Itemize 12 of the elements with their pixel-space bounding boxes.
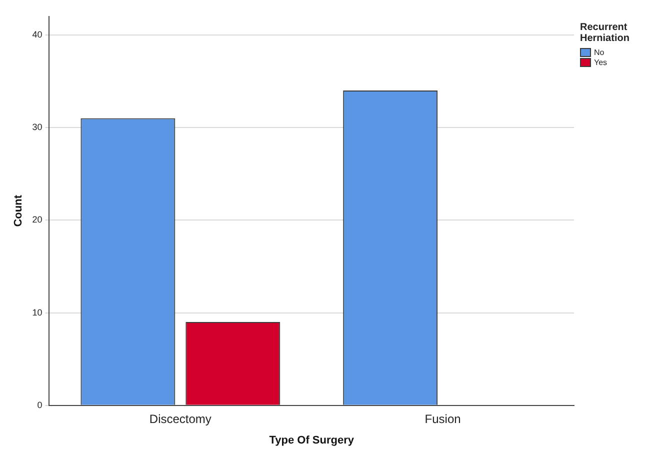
legend-title: Recurrent Herniation (580, 22, 630, 44)
legend-label: No (594, 48, 604, 57)
y-tick-label: 20 (32, 214, 42, 225)
y-tick-label: 0 (37, 400, 42, 410)
y-axis-title: Count (12, 194, 25, 227)
x-tick-label: Discectomy (149, 412, 212, 426)
y-tick-label: 30 (32, 122, 42, 132)
y-tick-label: 10 (32, 307, 42, 318)
x-axis-title: Type Of Surgery (269, 434, 355, 446)
x-tick-label: Fusion (424, 412, 461, 426)
y-tick-label: 40 (32, 29, 42, 40)
legend-label: Yes (594, 58, 608, 67)
